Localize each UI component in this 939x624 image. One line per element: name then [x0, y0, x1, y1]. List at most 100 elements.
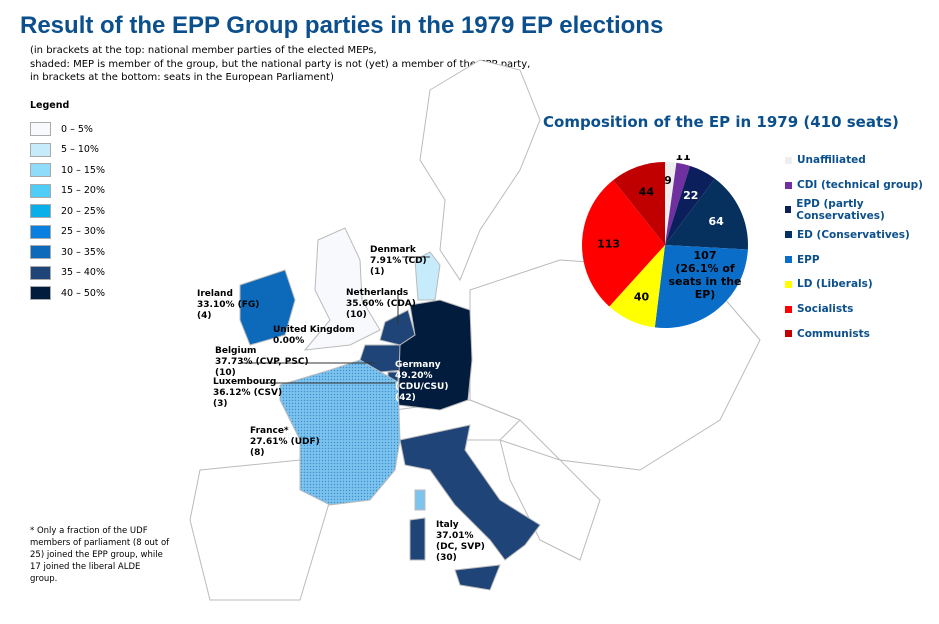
- pie-legend-swatch: [785, 156, 792, 164]
- legend-swatch: [30, 224, 51, 239]
- map-uk: [303, 227, 381, 351]
- map-germany: [397, 299, 473, 411]
- pie-title: Composition of the EP in 1979 (410 seats…: [543, 113, 899, 131]
- map-ireland: [239, 269, 296, 346]
- legend-label: 0 – 5%: [61, 123, 93, 135]
- legend-swatch: [30, 142, 51, 157]
- pie-data-label: 64: [708, 215, 724, 228]
- legend-swatch: [30, 245, 51, 260]
- subtitle: (in brackets at the top: national member…: [30, 44, 530, 85]
- legend-item: 20 – 25%: [30, 201, 105, 222]
- pie-legend-label: Communists: [797, 327, 870, 340]
- pie-data-label: 107: [694, 249, 717, 262]
- legend-item: 5 – 10%: [30, 140, 105, 161]
- pie-slice: [582, 180, 665, 307]
- pie-legend-swatch: [785, 305, 792, 313]
- legend-swatch: [30, 122, 51, 137]
- pie-slice: [654, 245, 748, 328]
- subtitle-line: (in brackets at the top: national member…: [30, 45, 377, 56]
- map-denmark: [414, 251, 441, 301]
- pie-legend-swatch: [785, 256, 792, 264]
- legend-swatch: [30, 286, 51, 301]
- pie-slice: [665, 178, 748, 250]
- label-united-kingdom: United Kingdom 0.00%: [273, 325, 355, 346]
- pie-legend-swatch: [785, 280, 792, 288]
- map-legend: Legend 0 – 5% 5 – 10% 10 – 15% 15 – 20% 20 –…: [30, 100, 105, 304]
- map-sicily: [454, 564, 501, 591]
- pie-slice: [665, 165, 715, 245]
- pie-slice: [613, 162, 665, 245]
- pie-slice: [665, 162, 677, 245]
- legend-item: 35 – 40%: [30, 263, 105, 284]
- legend-label: 10 – 15%: [61, 164, 105, 176]
- map-belgium: [359, 344, 406, 373]
- pie-legend-item: Socialists: [785, 297, 939, 322]
- label-luxembourg: Luxembourg 36.12% (CSV) (3): [213, 377, 283, 409]
- pie-legend-swatch: [785, 206, 792, 214]
- legend-item: 30 – 35%: [30, 242, 105, 263]
- pie-data-label: 11: [675, 155, 690, 163]
- subtitle-line: in brackets at the bottom: seats in the …: [30, 72, 334, 83]
- legend-label: 15 – 20%: [61, 185, 105, 197]
- legend-label: 40 – 50%: [61, 287, 105, 299]
- footnote: * Only a fraction of the UDF members of …: [30, 526, 170, 584]
- map-balkans: [499, 439, 601, 561]
- pie-slice: [665, 162, 691, 245]
- legend-swatch: [30, 204, 51, 219]
- pie-data-label: seats in the: [668, 275, 741, 288]
- map-sardinia: [409, 517, 426, 561]
- pie-legend-item: EPD (partly Conservatives): [785, 198, 939, 223]
- page-title: Result of the EPP Group parties in the 1…: [20, 12, 664, 39]
- pie-legend-label: Socialists: [797, 303, 854, 316]
- pie-legend-item: CDI (technical group): [785, 173, 939, 198]
- legend-title: Legend: [30, 100, 70, 111]
- legend-label: 5 – 10%: [61, 144, 99, 156]
- pie-legend-label: EPD (partly Conservatives): [796, 197, 885, 222]
- legend-item: 40 – 50%: [30, 283, 105, 304]
- pie-data-label: 40: [634, 290, 650, 303]
- map-france: [279, 359, 401, 506]
- pie-data-label: 113: [597, 237, 620, 250]
- subtitle-line: shaded: MEP is member of the group, but …: [30, 58, 531, 70]
- pie-legend-swatch: [785, 231, 792, 239]
- pie-data-label: 44: [639, 186, 655, 199]
- pie-legend-item: ED (Conservatives): [785, 222, 939, 247]
- pie-legend-item: Communists: [785, 322, 939, 347]
- pie-legend-swatch: [785, 330, 792, 338]
- legend-item: 15 – 20%: [30, 181, 105, 202]
- label-germany: Germany 49.20% (CDU/CSU) (42): [395, 360, 449, 403]
- legend-item: 0 – 5%: [30, 119, 105, 140]
- pie-slice: [609, 245, 665, 328]
- legend-label: 25 – 30%: [61, 226, 105, 238]
- legend-label: 30 – 35%: [61, 246, 105, 258]
- label-netherlands: Netherlands 35.60% (CDA) (10): [346, 288, 416, 320]
- map-italy: [399, 424, 541, 561]
- label-france: France* 27.61% (UDF) (8): [250, 426, 320, 458]
- label-denmark: Denmark 7.91% (CD) (1): [370, 245, 427, 277]
- pie-legend-item: Unaffiliated: [785, 148, 939, 173]
- label-italy: Italy 37.01% (DC, SVP) (30): [436, 520, 485, 563]
- label-belgium: Belgium 37.73% (CVP, PSC) (10): [215, 346, 309, 378]
- legend-label: 20 – 25%: [61, 205, 105, 217]
- legend-swatch: [30, 183, 51, 198]
- legend-swatch: [30, 163, 51, 178]
- pie-legend: Unaffiliated CDI (technical group) EPD (pa…: [785, 148, 939, 346]
- pie-legend-label: Unaffiliated: [797, 154, 866, 167]
- pie-data-label: (26.1% of: [675, 262, 735, 275]
- pie-data-label: 22: [683, 189, 698, 202]
- map-corsica: [414, 489, 426, 511]
- pie-legend-item: LD (Liberals): [785, 272, 939, 297]
- pie-legend-label: CDI (technical group): [797, 179, 923, 192]
- pie-legend-swatch: [785, 181, 792, 189]
- pie-data-label: EP): [695, 288, 716, 301]
- pie-legend-label: ED (Conservatives): [797, 228, 910, 241]
- legend-swatch: [30, 265, 51, 280]
- legend-item: 10 – 15%: [30, 160, 105, 181]
- pie-data-label: 9: [664, 174, 672, 187]
- map-scandinavia: [419, 59, 541, 282]
- pie-legend-item: EPP: [785, 247, 939, 272]
- pie-legend-label: LD (Liberals): [797, 278, 873, 291]
- legend-item: 25 – 30%: [30, 222, 105, 243]
